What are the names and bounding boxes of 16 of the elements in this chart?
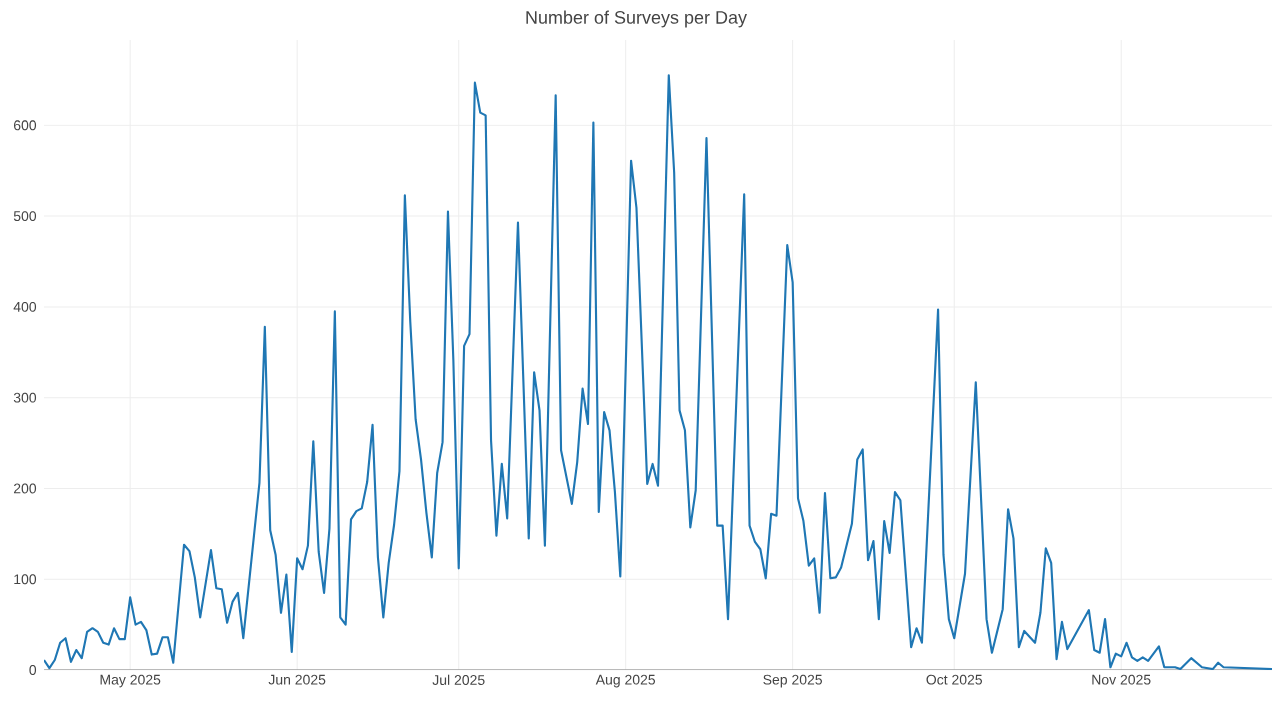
- x-tick-label: Jun 2025: [268, 674, 326, 685]
- x-tick-label: Nov 2025: [1092, 674, 1151, 685]
- y-tick-label: 0: [29, 665, 37, 675]
- x-tick-label: Jul 2025: [432, 674, 485, 685]
- y-tick-label: 200: [13, 483, 37, 494]
- y-tick-label: 600: [13, 120, 37, 131]
- y-tick-label: 100: [14, 574, 37, 585]
- x-tick-label: May 2025: [100, 674, 161, 688]
- y-tick-label: 400: [13, 301, 37, 312]
- x-tick-label: Sep 2025: [763, 674, 823, 688]
- y-tick-label: 300: [13, 392, 37, 403]
- x-tick-label: Oct 2025: [926, 674, 983, 685]
- chart-title: Number of Surveys per Day: [526, 10, 747, 28]
- x-tick-label: Aug 2025: [595, 674, 656, 688]
- line-series: [44, 74, 1272, 670]
- y-tick-label: 500: [13, 211, 37, 222]
